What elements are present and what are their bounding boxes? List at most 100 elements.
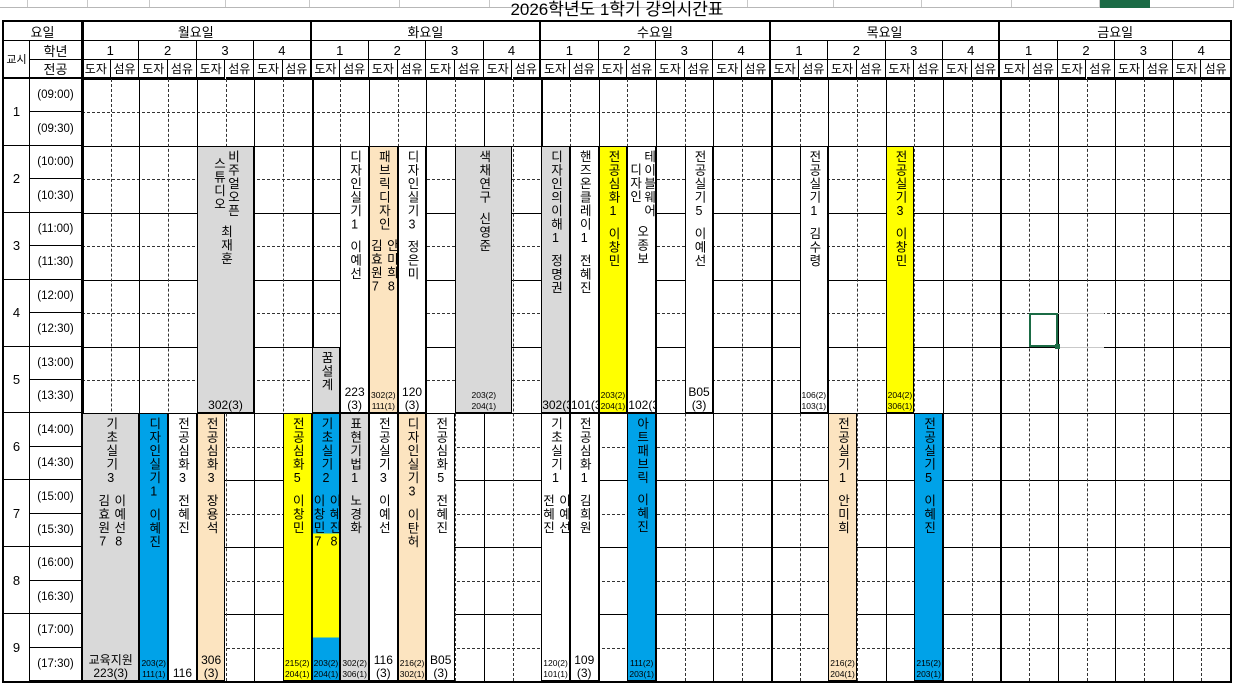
period-number-3: 3 [4,212,30,280]
course-name-line: 꿈설계 [318,350,333,392]
period-number-6: 6 [4,413,30,481]
header-grade-금요일-4: 4 [1172,41,1230,60]
course-room: 102(3) [628,398,655,413]
course-block-thu-major-practice-1[interactable]: 전공실기1 김수령 106(2) 103(1) [799,145,829,414]
grid-vline-3-5 [914,79,916,681]
header-major-화요일-3-섬유: 섬유 [455,60,484,79]
header-grade-월요일-3: 3 [196,41,255,60]
header-grade-수요일-1: 1 [541,41,599,60]
course-block-wed-art-fabric[interactable]: 아트패브릭 이혜진 111(2) 203(1) [627,413,656,681]
course-block-thu-major-practice-5[interactable]: 전공실기5 이혜진 215(2) 203(1) [914,413,943,681]
course-block-tue-major-advanced-5[interactable]: 전공심화5 이창민 215(2) 204(1) [282,413,312,681]
course-professors: 노경화 [348,494,362,535]
course-block-tue-design-practice-3b[interactable]: 디자인실기3 이탄허 216(2) 302(1) [397,413,427,681]
active-sheet-tab-indicator [1100,0,1150,8]
course-room-secondary: 306(1) [887,401,913,412]
course-block-wed-major-practice-5[interactable]: 전공실기5 이예선 B05 (3) [684,145,714,414]
course-name: 전공실기5 [692,150,706,219]
header-major-화요일-1-도자: 도자 [311,60,341,79]
grid-vline-4-4 [1115,79,1117,681]
header-grade-월요일-2: 2 [139,41,197,60]
course-block-mon-major-advanced-3-b[interactable]: 전공심화3 장용석 306 (3) [196,413,226,681]
grid-vline-0-1 [110,79,112,681]
course-block-tue-expression-1[interactable]: 표현기법1 노경화 302(2) 306(1) [340,413,369,681]
professor-name: 장용석 [204,494,219,535]
header-major-목요일-4-섬유: 섬유 [971,60,1001,79]
course-name: 전공실기1 [807,150,821,219]
course-block-wed-hands-on-clay-1[interactable]: 핸즈온클레이1 전혜진 101(3) [569,145,599,414]
course-block-wed-basic-practice-1[interactable]: 기초실기1 이예선 전혜진 120(2) 101(1) [541,413,570,681]
course-room: 216(2) [399,657,425,668]
course-room-secondary: 203(1) [916,668,941,679]
course-block-mon-major-advanced-3-a[interactable]: 전공심화3 전혜진 116 [168,413,197,681]
course-block-thu-major-practice-1b[interactable]: 전공실기1 안미희 216(2) 204(1) [828,413,857,681]
course-name-line: 테이블웨어 [641,149,656,218]
course-professors: 이혜진 [635,493,649,534]
course-block-tue-design-practice-1[interactable]: 디자인실기1 이예선 223 (3) [340,145,369,414]
course-room-secondary: 204(1) [600,401,626,412]
header-major-월요일-1-도자: 도자 [82,60,111,79]
professor-name: 이예선 [692,226,707,268]
period-number-5: 5 [4,346,30,414]
grid-vline-2-4 [656,79,657,681]
time-label-2-1: (10:00) [30,145,82,180]
course-block-tue-basic-practice-2[interactable]: 기초실기2 이혜진8 이창민7 203(2) 204(1) [311,413,341,681]
course-block-wed-major-advanced-1b[interactable]: 전공심화1 김희원 109 (3) [569,413,599,681]
header-major-금요일-4-섬유: 섬유 [1201,60,1230,79]
time-label-3-2: (11:30) [30,246,82,280]
course-room: 302(2) [342,657,367,668]
course-room-secondary: (3) [203,665,219,680]
time-label-6-1: (14:00) [30,413,82,447]
course-name: 표현기법1 [348,417,362,486]
course-block-tue-color-research[interactable]: 색채연구 신영준 203(2) 204(1) [455,145,513,414]
header-day-2: 화요일 [311,22,542,41]
course-room: B05 [430,652,452,667]
course-name-line: 패브릭디자인 [376,149,391,231]
time-label-8-2: (16:30) [30,580,82,615]
course-block-thu-major-practice-3[interactable]: 전공실기3 이창민 204(2) 306(1) [885,145,915,414]
course-block-wed-major-advanced-1[interactable]: 전공심화1 이창민 203(2) 204(1) [598,145,628,414]
grid-vline-2-6 [713,79,715,681]
course-block-wed-design-understanding-1[interactable]: 디자인의이해1 정명권 302(3) [541,145,570,414]
course-room: B05 [688,385,710,400]
course-block-mon-visual-open-studio[interactable]: 비주얼오픈 스튜디오 최재훈 302(3) [196,145,255,414]
grid-vline-3-0 [770,79,773,681]
selection-fill-handle[interactable] [1054,343,1060,349]
course-name: 전공실기3 [376,417,390,486]
header-major-수요일-3-섬유: 섬유 [684,60,714,79]
course-room: 215(2) [916,657,941,668]
header-major-금요일-4-도자: 도자 [1172,60,1202,79]
course-name-line: 전공심화3 [175,417,190,487]
grid-vline-4-6 [1172,79,1174,681]
course-room-secondary: (3) [691,398,707,413]
grid-vline-0-7 [282,79,284,681]
time-label-7-2: (15:30) [30,513,82,548]
header-major-화요일-4-섬유: 섬유 [512,60,542,79]
header-major-수요일-1-도자: 도자 [541,60,570,79]
grid-vline-2-7 [742,79,744,681]
grid-vline-3-2 [828,79,830,681]
course-block-tue-major-practice-3[interactable]: 전공실기3 이예선 116 (3) [369,413,398,681]
course-name-line: 전공심화5 [290,417,305,487]
course-name: 전공심화1 [606,150,620,219]
time-label-6-2: (14:30) [30,446,82,481]
course-room-secondary: 111(1) [371,401,395,412]
course-block-mon-design-practice-1[interactable]: 디자인실기1 이혜진 203(2) 111(1) [139,413,169,681]
header-grade-화요일-3: 3 [426,41,484,60]
course-block-mon-basic-practice-3[interactable]: 기초실기3 이예선8 김효원7 교육지원 223(3) [82,413,140,681]
course-professors: 이예선 [692,227,706,268]
course-block-tue-design-practice-3[interactable]: 디자인실기3 정은미 120 (3) [397,145,427,414]
selected-cell[interactable] [1029,313,1058,347]
header-major-수요일-4-섬유: 섬유 [742,60,771,79]
course-name: 비주얼오픈 스튜디오 [211,150,239,218]
course-block-tue-fabric-design[interactable]: 패브릭디자인 안미희8 김효원7 302(2) 111(1) [369,145,398,414]
course-professors: 이창민 [606,227,620,268]
professor-name: 이예선 [376,494,391,535]
course-room: 109 [574,652,595,667]
course-block-tue-major-advanced-5b[interactable]: 전공심화5 전혜진 B05 (3) [426,413,456,681]
professor-name: 김수령 [806,226,821,268]
header-major-목요일-2-도자: 도자 [828,60,857,79]
course-block-tue-dream-design[interactable]: 꿈설계 [311,346,341,414]
professor-name: 노경화 [347,494,362,535]
